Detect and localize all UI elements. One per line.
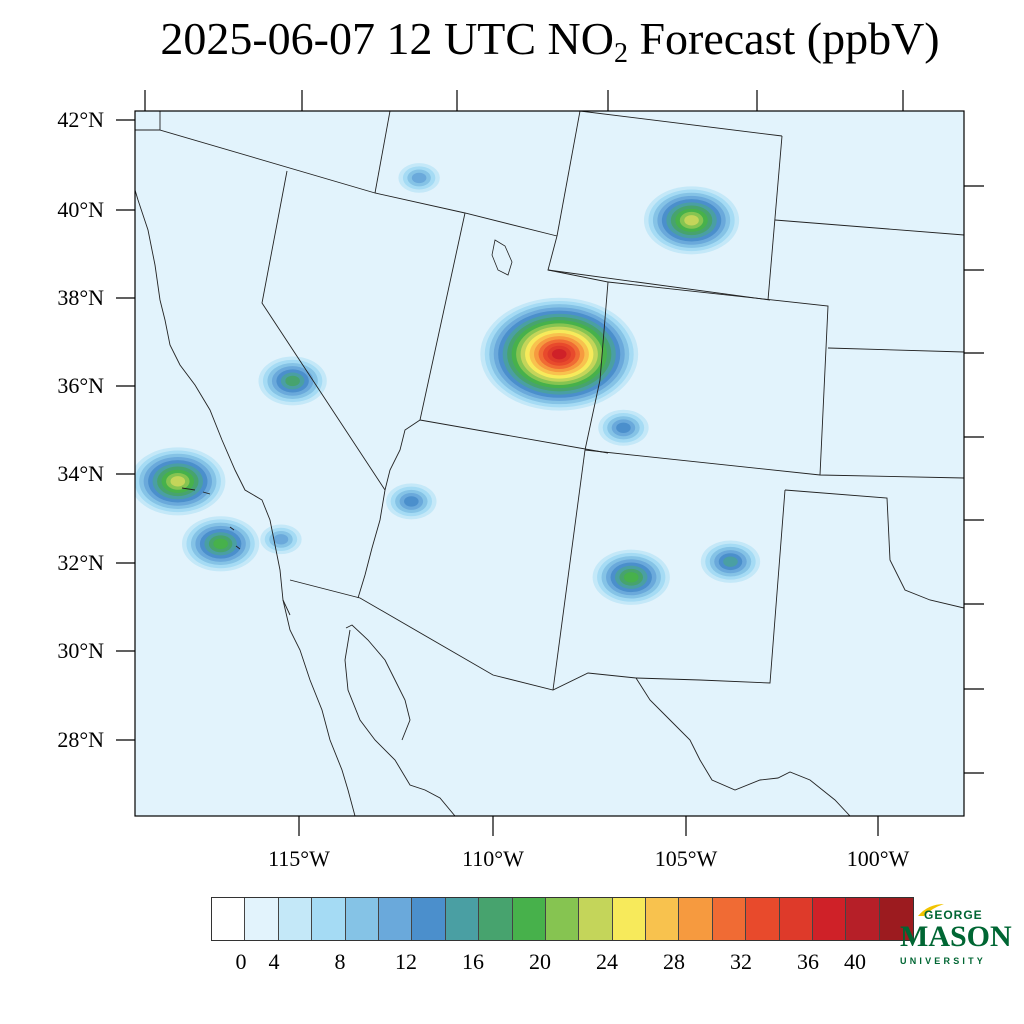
- colorbar-swatch: [579, 898, 613, 940]
- lat-label-40: 40°N: [57, 197, 104, 222]
- colorbar-label: 20: [529, 949, 551, 974]
- contour-level: [7, 302, 22, 312]
- contour-level: [273, 534, 289, 545]
- contour-level: [404, 496, 419, 507]
- colorbar-swatch: [679, 898, 713, 940]
- colorbar-swatch: [312, 898, 346, 940]
- colorbar-label: 32: [730, 949, 752, 974]
- contour-level: [684, 215, 699, 226]
- colorbar-label: 28: [663, 949, 685, 974]
- pollution-hotspot: [643, 186, 740, 255]
- pollution-hotspot: [592, 549, 670, 605]
- colorbar: [211, 897, 915, 941]
- lon-label-100: 100°W: [846, 846, 910, 871]
- colorbar-swatch: [779, 898, 814, 940]
- lon-label-110: 110°W: [462, 846, 524, 871]
- lat-label-36: 36°N: [57, 373, 104, 398]
- colorbar-label: 36: [797, 949, 819, 974]
- colorbar-label: 4: [268, 949, 280, 974]
- contour-level: [285, 375, 300, 387]
- pollution-layer: [0, 163, 761, 605]
- pollution-hotspot: [181, 516, 260, 572]
- contour-level: [623, 572, 639, 583]
- colorbar-swatch: [545, 898, 580, 940]
- colorbar-swatch: [245, 898, 279, 940]
- contour-level: [616, 422, 631, 434]
- colorbar-label: 0: [235, 949, 247, 974]
- map-frame: [134, 110, 965, 817]
- logo-line-1: GEORGE: [924, 908, 983, 922]
- colorbar-swatch: [212, 898, 246, 940]
- contour-level: [0, 296, 31, 319]
- logo-line-3: UNIVERSITY: [900, 956, 987, 966]
- colorbar-swatch: [612, 898, 647, 940]
- colorbar-label: 8: [334, 949, 346, 974]
- contour-level: [3, 299, 27, 316]
- colorbar-swatch: [813, 898, 847, 940]
- lat-label-30: 30°N: [57, 638, 104, 663]
- colorbar-swatch: [345, 898, 379, 940]
- colorbar-label: 16: [462, 949, 484, 974]
- pollution-hotspot: [386, 483, 437, 520]
- logo-line-2: MASON: [900, 920, 1012, 953]
- colorbar-swatch: [646, 898, 680, 940]
- channel-islands: [181, 487, 241, 550]
- page-title: 2025-06-07 12 UTC NO2 Forecast (ppbV): [0, 12, 1024, 70]
- contour-level: [411, 172, 427, 184]
- contour-level: [0, 293, 35, 323]
- lat-label-42: 42°N: [57, 107, 104, 132]
- contour-level: [723, 556, 738, 567]
- colorbar-label: 24: [596, 949, 618, 974]
- axis-ticks: [116, 90, 984, 836]
- colorbar-swatch: [512, 898, 546, 940]
- lon-label-105: 105°W: [654, 846, 718, 871]
- contour-level: [551, 348, 567, 360]
- colorbar-swatch: [278, 898, 313, 940]
- contour-level: [0, 289, 40, 325]
- colorbar-swatch: [846, 898, 880, 940]
- colorbar-swatch: [746, 898, 780, 940]
- great-salt-lake: [491, 239, 513, 276]
- pollution-hotspot: [258, 356, 327, 406]
- contour-level: [170, 476, 186, 487]
- pollution-hotspot: [398, 163, 440, 193]
- pollution-hotspot: [480, 297, 639, 411]
- title-text: 2025-06-07 12 UTC NO: [160, 13, 614, 64]
- colorbar-swatch: [378, 898, 413, 940]
- colorbar-swatch: [445, 898, 480, 940]
- pollution-hotspot: [260, 524, 302, 555]
- colorbar-label: 12: [395, 949, 417, 974]
- lon-label-115: 115°W: [268, 846, 330, 871]
- colorbar-swatch: [712, 898, 747, 940]
- map-background: [135, 111, 964, 816]
- state-borders: [135, 111, 964, 816]
- logo-swoosh-icon: [918, 904, 944, 916]
- title-subscript: 2: [613, 38, 628, 69]
- colorbar-swatch: [412, 898, 446, 940]
- contour-level: [213, 538, 228, 550]
- gmu-logo: GEORGE MASON UNIVERSITY: [896, 900, 1012, 970]
- colorbar-swatch: [479, 898, 513, 940]
- pollution-hotspot: [700, 540, 761, 583]
- lat-label-34: 34°N: [57, 461, 104, 486]
- lat-label-28: 28°N: [57, 727, 104, 752]
- lat-label-32: 32°N: [57, 550, 104, 575]
- pollution-hotspot: [598, 409, 649, 446]
- colorbar-swatch: [879, 898, 914, 940]
- lat-label-38: 38°N: [57, 285, 104, 310]
- pollution-hotspot: [135, 447, 226, 516]
- colorbar-label: 40: [844, 949, 866, 974]
- title-suffix: Forecast (ppbV): [627, 13, 940, 64]
